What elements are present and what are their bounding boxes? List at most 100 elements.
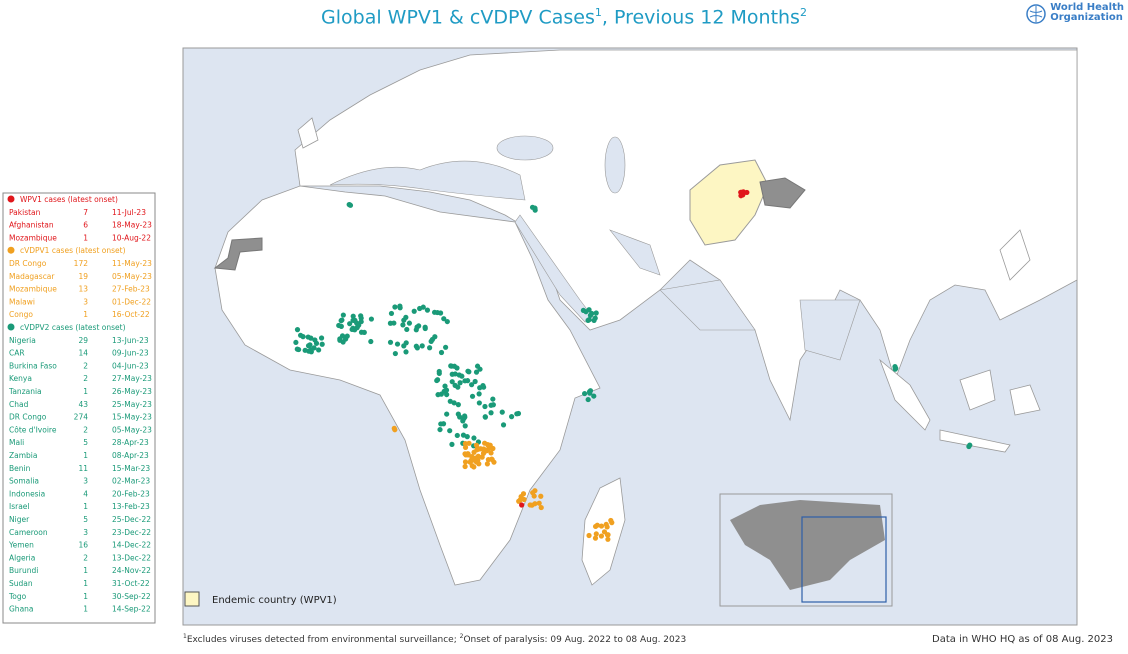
legend-count: 2 — [83, 553, 88, 562]
legend-count: 3 — [83, 477, 88, 486]
case-dot — [462, 444, 469, 450]
case-dot — [589, 310, 595, 317]
case-dot — [311, 345, 317, 351]
title-sup: 2 — [799, 6, 807, 19]
legend-count: 1 — [83, 592, 88, 601]
logo-text: World Health — [1050, 2, 1124, 13]
case-dot — [358, 329, 365, 335]
case-dot — [444, 318, 450, 325]
case-dot — [487, 442, 493, 448]
legend-count: 11 — [78, 464, 88, 473]
legend-country: Zambia — [9, 451, 37, 460]
case-dot — [397, 303, 403, 309]
footnote-sup: 1 — [183, 633, 187, 640]
legend-count: 274 — [74, 413, 89, 422]
title-sup: 1 — [594, 6, 602, 19]
case-dot — [424, 307, 431, 313]
gulf — [609, 229, 661, 276]
legend-count: 1 — [83, 451, 88, 460]
bay-of-bengal — [799, 299, 861, 361]
case-dot — [482, 403, 488, 410]
case-dot — [744, 189, 750, 196]
case-dot — [499, 409, 505, 415]
who-logo: World Health Organization — [1024, 2, 1124, 24]
case-dot — [967, 442, 973, 448]
inset-map — [719, 493, 893, 607]
legend-date: 23-Dec-22 — [112, 528, 151, 537]
legend-date: 01-Dec-22 — [112, 297, 151, 306]
case-dot — [516, 498, 522, 504]
case-dot — [387, 339, 394, 345]
legend-count: 16 — [78, 541, 88, 550]
black-sea — [496, 135, 554, 161]
case-dot — [482, 440, 488, 446]
legend-country: Yemen — [8, 541, 34, 550]
legend-date: 11-Jul-23 — [112, 208, 146, 217]
case-dot — [401, 343, 407, 349]
footnote: 1Excludes viruses detected from environm… — [183, 633, 686, 645]
case-dot — [307, 342, 313, 348]
legend-country: Afghanistan — [9, 221, 54, 230]
case-dot — [444, 391, 450, 398]
case-dot — [465, 451, 471, 457]
legend-country: Madagascar — [9, 272, 55, 281]
case-dot — [585, 396, 591, 403]
case-dot — [586, 532, 592, 539]
case-dot — [598, 523, 605, 529]
case-dot — [473, 442, 480, 448]
legend-country: Malawi — [9, 297, 35, 306]
inset-land — [730, 500, 885, 590]
case-dot — [455, 384, 461, 390]
legend: WPV1 cases (latest onset) Pakistan 7 11-Jul… — [7, 195, 152, 614]
legend-country: Somalia — [9, 477, 39, 486]
case-dot — [438, 391, 444, 397]
case-dot — [391, 425, 397, 431]
case-dot — [319, 341, 325, 347]
case-dot — [471, 435, 477, 441]
case-dot — [591, 317, 597, 324]
case-dot — [337, 337, 343, 343]
legend-country: Mozambique — [9, 233, 57, 242]
legend-date: 04-Jun-23 — [112, 361, 149, 370]
case-dot — [519, 502, 525, 508]
legend-date: 14-Sep-22 — [112, 605, 151, 614]
legend-country: Togo — [8, 592, 27, 601]
legend-country: Indonesia — [9, 489, 45, 498]
legend-country: CAR — [9, 349, 25, 358]
legend-heading: WPV1 cases (latest onset) — [20, 195, 118, 204]
endemic-swatch — [184, 591, 200, 607]
legend-date: 13-Feb-23 — [112, 502, 150, 511]
case-dot — [429, 336, 436, 343]
case-dot — [318, 335, 325, 341]
case-dot — [469, 382, 475, 388]
case-dot — [482, 414, 488, 420]
legend-date: 08-Apr-23 — [112, 451, 149, 460]
case-dot — [392, 304, 398, 310]
legend-country: Mozambique — [9, 285, 57, 294]
legend-count: 29 — [78, 336, 88, 345]
legend-country: DR Congo — [9, 413, 47, 422]
case-dot — [605, 532, 611, 538]
legend-country: Congo — [9, 310, 33, 319]
case-dot — [488, 450, 494, 456]
red-sea — [514, 214, 596, 323]
case-dot — [451, 363, 458, 369]
case-dot — [347, 321, 353, 327]
land — [214, 49, 1078, 586]
case-dot — [394, 341, 401, 347]
legend-country: Ghana — [9, 605, 34, 614]
case-dot — [520, 491, 527, 497]
case-dot — [434, 309, 441, 316]
case-dot — [417, 305, 423, 312]
case-dot — [294, 327, 301, 333]
case-dot — [297, 332, 304, 338]
footnote-text: Onset of paralysis: 09 Aug. 2022 to 08 A… — [463, 635, 687, 645]
case-dot — [351, 317, 357, 323]
case-dot — [464, 434, 470, 440]
case-dot — [349, 326, 355, 333]
logo-text: Organization — [1050, 12, 1123, 23]
legend-date: 09-Jun-23 — [112, 349, 149, 358]
legend-date: 15-Mar-23 — [112, 464, 150, 473]
case-dot — [411, 308, 417, 314]
disputed-area — [759, 177, 806, 209]
